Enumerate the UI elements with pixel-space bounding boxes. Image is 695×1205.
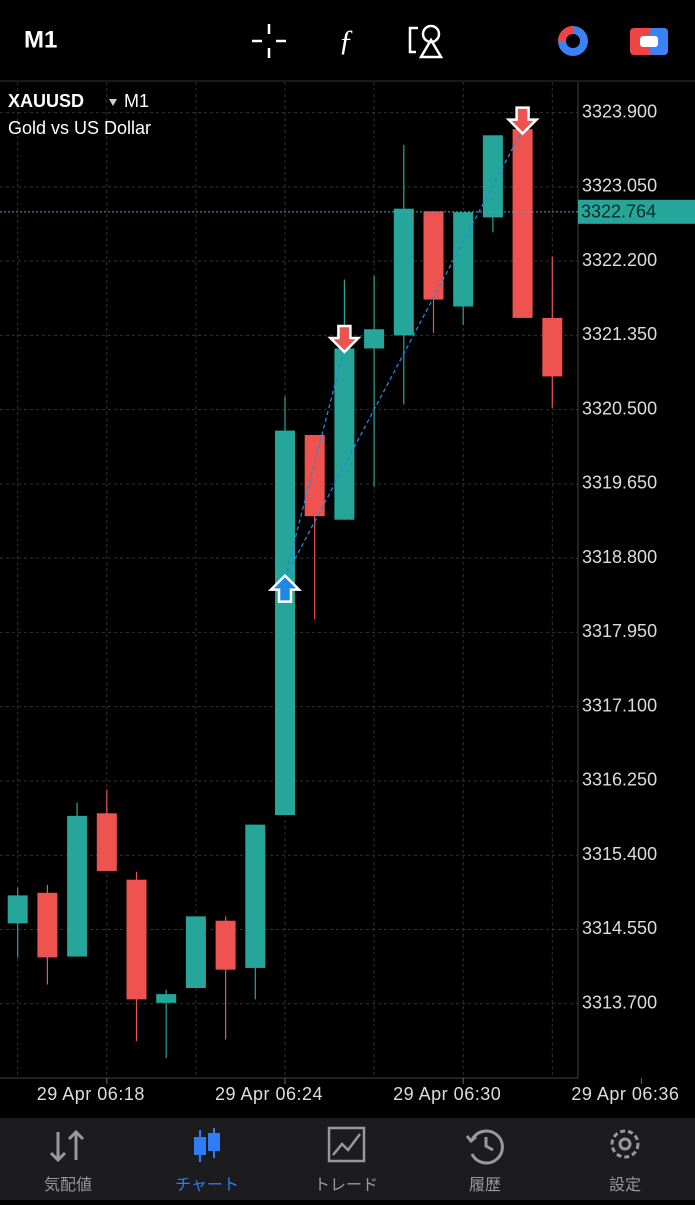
candle-body — [126, 879, 147, 1000]
dropdown-caret[interactable] — [109, 99, 117, 106]
candle-body — [275, 430, 295, 816]
candle-body — [334, 348, 355, 520]
candle-body — [393, 208, 414, 336]
x-tick-label: 29 Apr 06:36 — [571, 1084, 679, 1104]
history-icon[interactable] — [465, 1129, 504, 1165]
y-tick-label: 3323.900 — [582, 101, 657, 121]
crosshair-icon[interactable] — [252, 24, 286, 58]
candle-body — [453, 212, 474, 307]
quotes-icon[interactable] — [49, 1129, 85, 1163]
chart-timeframe: M1 — [124, 91, 149, 111]
settings-icon[interactable] — [610, 1129, 640, 1159]
bottom-nav — [0, 1118, 695, 1200]
candle-body — [156, 994, 177, 1003]
nav-label[interactable]: 設定 — [609, 1176, 641, 1194]
sell-arrow — [505, 106, 540, 136]
y-tick-label: 3321.350 — [582, 324, 657, 344]
chart-icon[interactable] — [194, 1128, 220, 1162]
candle-body — [245, 824, 266, 968]
x-tick-label: 29 Apr 06:24 — [215, 1084, 323, 1104]
y-tick-label: 3319.650 — [582, 473, 657, 493]
current-price-tag — [578, 199, 695, 224]
candle-body — [96, 813, 117, 871]
candle-body — [304, 434, 325, 517]
y-tick-label: 3320.500 — [582, 398, 657, 418]
candle-body — [185, 916, 206, 989]
y-tick-label: 3322.200 — [582, 250, 657, 270]
x-tick-label: 29 Apr 06:30 — [393, 1084, 501, 1104]
y-tick-label: 3316.250 — [582, 770, 657, 790]
trade-line — [284, 129, 524, 578]
nav-label[interactable]: トレード — [314, 1177, 378, 1194]
sell-arrow — [327, 324, 362, 354]
trade-icon[interactable] — [327, 1126, 366, 1163]
symbol-description: Gold vs US Dollar — [8, 118, 151, 138]
nav-label[interactable]: チャート — [175, 1177, 239, 1194]
candle-body — [37, 892, 58, 958]
x-tick-label: 29 Apr 06:18 — [37, 1084, 145, 1104]
y-tick-label: 3317.950 — [582, 621, 657, 641]
indicators-icon[interactable]: ƒ — [339, 24, 354, 57]
candle-body — [423, 211, 444, 300]
nav-label[interactable]: 気配値 — [44, 1176, 92, 1194]
candle-body — [215, 920, 236, 970]
current-price-label: 3322.764 — [581, 202, 656, 222]
chart: 3323.900 3323.050 3322.200 3321.350 3320.500… — [0, 82, 695, 1104]
buy-arrow — [267, 573, 303, 603]
objects-icon[interactable] — [408, 24, 444, 59]
candle-body — [67, 815, 88, 957]
account-icon[interactable] — [630, 28, 668, 55]
candle-body — [512, 129, 533, 318]
candle-body — [364, 329, 385, 349]
trade-line — [284, 347, 346, 578]
timeframe-button[interactable]: M1 — [24, 26, 57, 53]
candle-body — [7, 895, 28, 924]
candle-body — [482, 135, 503, 218]
y-tick-label: 3313.700 — [582, 992, 657, 1012]
y-tick-label: 3315.400 — [582, 844, 657, 864]
nav-label[interactable]: 履歴 — [469, 1177, 501, 1194]
y-tick-label: 3317.100 — [582, 695, 657, 715]
trading-icon[interactable] — [558, 26, 588, 56]
y-tick-label: 3318.800 — [582, 547, 657, 567]
y-tick-label: 3314.550 — [582, 918, 657, 938]
y-tick-label: 3323.050 — [582, 176, 657, 196]
symbol: XAUUSD — [8, 91, 84, 111]
candle-body — [542, 317, 563, 377]
